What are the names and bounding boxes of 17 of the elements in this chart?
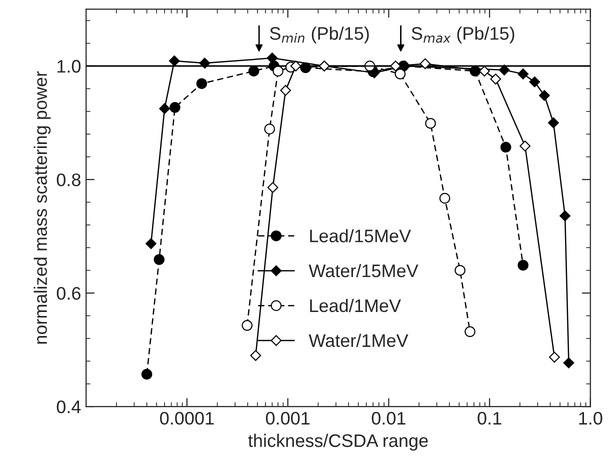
y-tick-label: 0.6 bbox=[56, 286, 80, 300]
y-axis-title: normalized mass scattering power bbox=[34, 71, 51, 344]
x-tick-label: 0.1 bbox=[478, 412, 502, 425]
legend-label: Lead/15MeV bbox=[310, 229, 411, 242]
annotation: S$_{min}$ (Pb/15) bbox=[270, 26, 369, 44]
x-axis-title: thickness/CSDA range bbox=[248, 434, 428, 451]
y-tick-label: 0.4 bbox=[56, 400, 81, 414]
x-tick-label: 0.001 bbox=[266, 412, 310, 425]
legend-label: Water/15MeV bbox=[308, 264, 418, 278]
x-tick-label: 0.01 bbox=[372, 412, 406, 425]
legend-label: Water/1MeV bbox=[308, 334, 408, 348]
legend-label: Lead/1MeV bbox=[310, 298, 401, 312]
x-tick-label: 1.0 bbox=[579, 412, 602, 425]
y-tick-label: 0.8 bbox=[56, 173, 80, 186]
annotation: S$_{max}$ (Pb/15) bbox=[412, 26, 514, 44]
x-tick-label: 0.0001 bbox=[160, 412, 214, 425]
y-tick-label: 1.0 bbox=[58, 60, 81, 73]
